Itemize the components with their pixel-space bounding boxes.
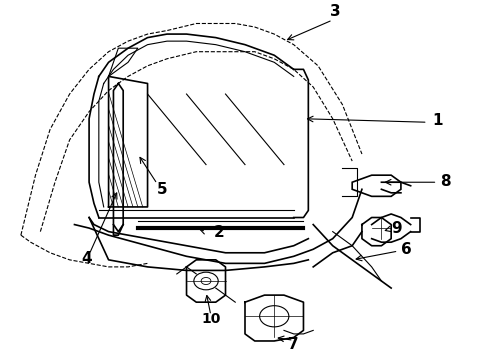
Text: 8: 8 <box>440 174 450 189</box>
Text: 3: 3 <box>330 4 341 19</box>
Text: 10: 10 <box>201 312 220 326</box>
Text: 6: 6 <box>401 243 412 257</box>
Text: 1: 1 <box>433 113 443 128</box>
Text: 9: 9 <box>391 221 402 236</box>
Text: 4: 4 <box>81 251 92 266</box>
Text: 2: 2 <box>213 225 224 240</box>
Text: 7: 7 <box>289 337 299 352</box>
Text: 5: 5 <box>157 182 168 197</box>
